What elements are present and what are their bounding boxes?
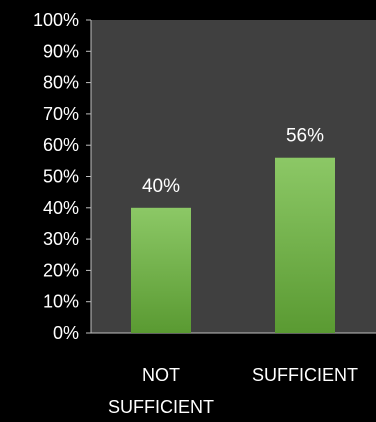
y-tick-label: 40% bbox=[43, 198, 79, 218]
y-tick-label: 70% bbox=[43, 104, 79, 124]
bar bbox=[275, 157, 335, 333]
data-label: 40% bbox=[142, 176, 180, 197]
y-tick-label: 60% bbox=[43, 135, 79, 155]
x-tick-label: NOT bbox=[142, 365, 180, 385]
y-tick-label: 20% bbox=[43, 260, 79, 280]
bar bbox=[131, 207, 191, 333]
y-tick-label: 0% bbox=[53, 323, 79, 343]
y-tick-label: 50% bbox=[43, 167, 79, 187]
x-tick-label: SUFFICIENT bbox=[108, 397, 214, 417]
y-tick-label: 100% bbox=[33, 10, 79, 30]
data-label: 56% bbox=[286, 126, 324, 147]
x-tick-label: SUFFICIENT bbox=[252, 365, 358, 385]
y-tick-label: 30% bbox=[43, 229, 79, 249]
y-tick-label: 90% bbox=[43, 41, 79, 61]
y-tick-label: 80% bbox=[43, 73, 79, 93]
y-tick-label: 10% bbox=[43, 292, 79, 312]
